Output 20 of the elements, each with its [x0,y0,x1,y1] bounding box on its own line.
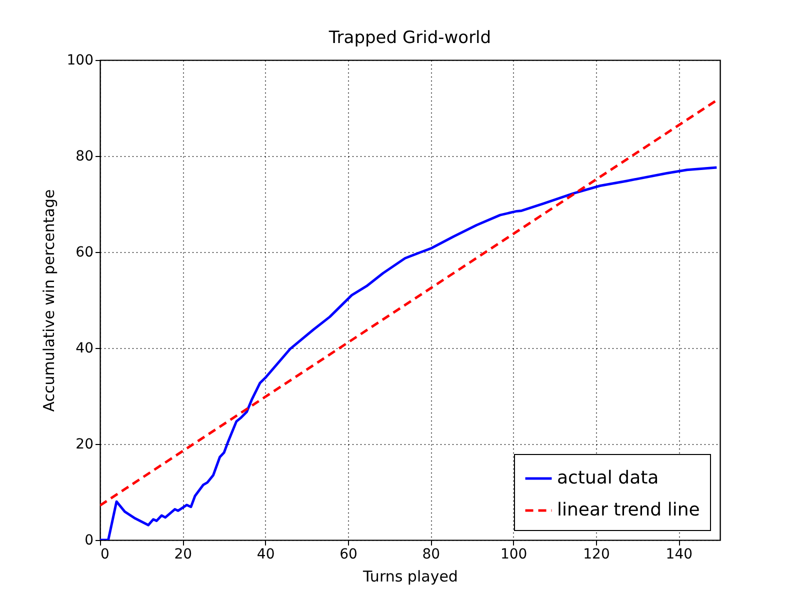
chart-title: Trapped Grid-world [328,28,492,48]
legend-label: actual data [557,468,659,488]
x-tick-label: 40 [256,546,275,562]
y-axis-title: Accumulative win percentage [40,189,58,412]
x-tick-label: 20 [174,546,192,562]
x-tick-label: 80 [422,546,440,562]
x-tick-label: 0 [100,546,110,562]
y-tick-label: 60 [76,244,94,260]
x-tick-label: 120 [583,546,610,562]
y-tick-label: 100 [66,52,94,68]
y-tick-label: 80 [76,148,94,164]
y-tick-label: 0 [84,532,94,548]
line-series [100,166,718,540]
x-tick-label: 140 [666,546,693,562]
x-axis-title: Turns played [362,568,458,586]
legend-label: linear trend line [557,500,700,520]
y-tick-label: 40 [76,340,94,356]
y-tick-label: 20 [76,436,94,452]
x-tick-label: 100 [500,546,528,562]
x-tick-label: 60 [340,546,358,562]
